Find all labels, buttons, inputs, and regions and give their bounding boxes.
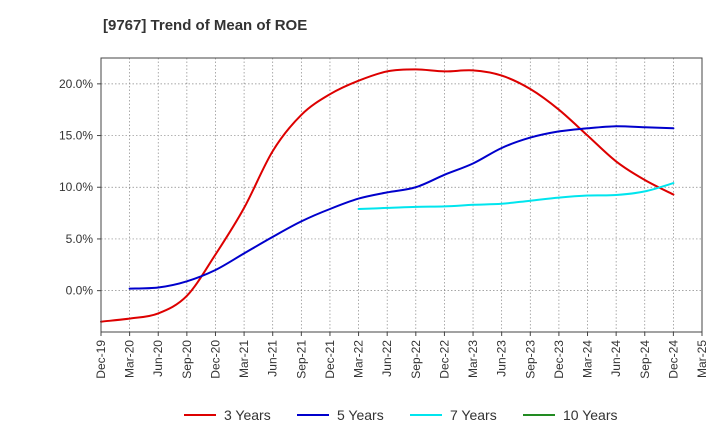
x-tick-label: Mar-22 (352, 340, 366, 378)
y-tick-label: 0.0% (66, 284, 94, 298)
series-lines (100, 68, 675, 323)
x-tick-label: Dec-22 (437, 340, 451, 379)
x-tick-label: Jun-23 (495, 340, 509, 377)
x-tick-label: Mar-20 (123, 340, 137, 378)
y-tick-label: 5.0% (66, 232, 94, 246)
x-tick-label: Dec-24 (666, 340, 680, 379)
x-tick-label: Sep-22 (409, 340, 423, 379)
x-tick-label: Sep-23 (523, 340, 537, 379)
y-axis-ticks: 0.0% 5.0% 10.0% 15.0% 20.0% (59, 77, 101, 298)
x-tick-label: Jun-20 (151, 340, 165, 377)
x-tick-label: Dec-23 (552, 340, 566, 379)
y-tick-label: 20.0% (59, 77, 93, 91)
x-tick-label: Sep-20 (180, 340, 194, 379)
x-tick-label: Dec-19 (94, 340, 108, 379)
y-tick-label: 10.0% (59, 180, 93, 194)
x-tick-label: Mar-25 (695, 340, 709, 378)
legend-label: 10 Years (563, 407, 618, 423)
x-tick-label: Dec-21 (323, 340, 337, 379)
x-tick-label: Jun-24 (609, 340, 623, 377)
legend-label: 7 Years (450, 407, 497, 423)
x-axis-ticks: Dec-19 Mar-20 Jun-20 Sep-20 Dec-20 Mar-21 Jun-… (94, 332, 709, 379)
x-tick-label: Mar-24 (581, 340, 595, 378)
x-tick-label: Mar-23 (466, 340, 480, 378)
x-tick-label: Sep-21 (294, 340, 308, 379)
x-tick-label: Mar-21 (237, 340, 251, 378)
series-line-3-years (100, 68, 675, 323)
plot-frame (100, 57, 703, 333)
chart-title: [9767] Trend of Mean of ROE (103, 17, 307, 34)
legend-label: 3 Years (224, 407, 271, 423)
x-tick-label: Jun-21 (266, 340, 280, 377)
x-tick-label: Jun-22 (380, 340, 394, 377)
series-line-5-years (128, 125, 675, 290)
legend: 3 Years 5 Years 7 Years 10 Years (184, 407, 618, 423)
x-tick-label: Sep-24 (638, 340, 652, 379)
y-tick-label: 15.0% (59, 129, 93, 143)
x-tick-label: Dec-20 (208, 340, 222, 379)
series-line-7-years (357, 182, 675, 210)
legend-label: 5 Years (337, 407, 384, 423)
